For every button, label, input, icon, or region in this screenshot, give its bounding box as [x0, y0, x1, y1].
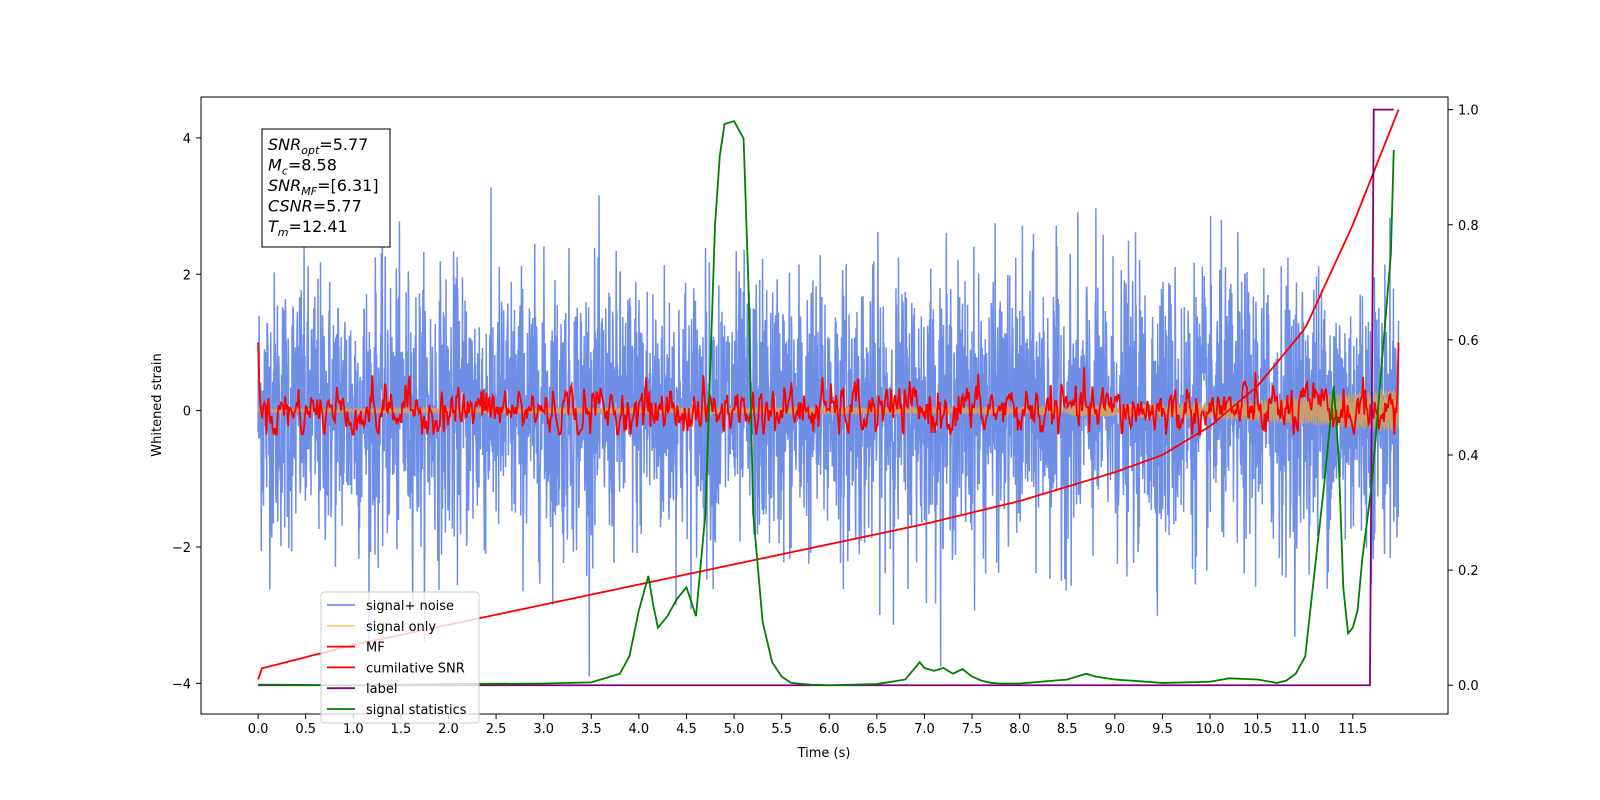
annotation-frame: [261, 128, 391, 248]
x-tick-label: 0.0: [248, 722, 269, 737]
x-tick-label: 8.0: [1009, 722, 1030, 737]
legend-frame: [320, 591, 480, 724]
x-tick-label: 3.0: [533, 722, 554, 737]
x-tick-label: 9.5: [1152, 722, 1173, 737]
x-tick-label: 2.5: [486, 722, 507, 737]
plot-frame: [200, 96, 1449, 715]
x-tick-label: 1.5: [391, 722, 412, 737]
x-tick-label: 9.0: [1104, 722, 1125, 737]
x-tick-label: 1.0: [343, 722, 364, 737]
y-right-tick-label: 0.4: [1458, 449, 1479, 464]
x-tick-label: 7.5: [962, 722, 983, 737]
x-tick-label: 11.5: [1338, 722, 1367, 737]
x-tick-label: 6.5: [867, 722, 888, 737]
x-tick-label: 10.5: [1243, 722, 1272, 737]
x-tick-label: 11.0: [1291, 722, 1320, 737]
legend-label-signal-only: signal only: [366, 620, 436, 635]
x-tick-label: 2.0: [438, 722, 459, 737]
legend-label-signal-noise: signal+ noise: [366, 599, 454, 614]
y-left-tick-label: −4: [172, 677, 191, 692]
y-right-tick-label: 0.0: [1458, 679, 1479, 694]
y-axis-left: −4 −2 0 2 4: [172, 132, 201, 692]
y-left-tick-label: 4: [183, 132, 191, 147]
x-tick-label: 3.5: [581, 722, 602, 737]
annotation-line: SNRopt=5.77: [268, 135, 368, 157]
x-tick-label: 5.5: [771, 722, 792, 737]
x-tick-label: 5.0: [724, 722, 745, 737]
y-axis-right: 0.0 0.2 0.4 0.6 0.8 1.0: [1448, 104, 1479, 694]
y-right-tick-label: 0.8: [1458, 219, 1479, 234]
series-signal-noise: [257, 187, 1400, 677]
y-right-tick-label: 1.0: [1458, 104, 1479, 119]
y-left-tick-label: 0: [183, 405, 191, 420]
x-tick-label: 6.0: [819, 722, 840, 737]
legend-label-mf: MF: [366, 641, 385, 656]
series-mf: [257, 342, 1400, 436]
legend-label-label: label: [366, 682, 397, 697]
y-axis-title: Whitened strain: [150, 353, 165, 456]
x-tick-label: 0.5: [295, 722, 316, 737]
x-tick-label: 4.5: [676, 722, 697, 737]
x-tick-label: 10.0: [1196, 722, 1225, 737]
annotation-line: SNRMF=[6.31]: [268, 176, 379, 198]
x-tick-label: 7.0: [914, 722, 935, 737]
y-right-tick-label: 0.6: [1458, 334, 1479, 349]
annotation-line: Mc=8.58: [268, 156, 337, 178]
y-left-tick-label: −2: [172, 541, 191, 556]
x-axis-title: Time (s): [797, 746, 851, 761]
legend: signal+ noise signal only MF cumilative SNR…: [320, 591, 480, 724]
annotation-line: Tm=12.41: [268, 217, 348, 239]
legend-label-signal-statistics: signal statistics: [366, 703, 467, 718]
x-tick-label: 4.0: [629, 722, 650, 737]
annotation-line: CSNR=5.77: [268, 197, 362, 216]
y-left-tick-label: 2: [183, 268, 191, 283]
x-tick-label: 8.5: [1057, 722, 1078, 737]
annotation-box: SNRopt=5.77Mc=8.58SNRMF=[6.31]CSNR=5.77T…: [261, 128, 391, 248]
y-right-tick-label: 0.2: [1458, 564, 1479, 579]
series-signal-statistics: [258, 120, 1395, 687]
x-axis: 0.0 0.5 1.0 1.5 2.0 2.5 3.0 3.5 4.0 4.5 5.0 5.5 6.0 6…: [248, 714, 1367, 737]
legend-label-cumilative-snr: cumilative SNR: [366, 661, 465, 676]
